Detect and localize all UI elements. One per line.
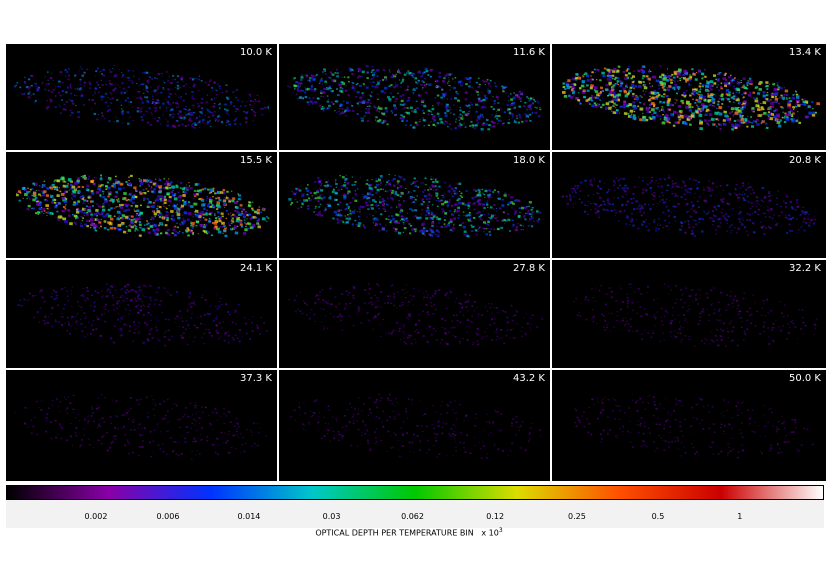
temperature-label: 20.8 K (788, 155, 821, 166)
colorbar-tick-label: 0.5 (651, 512, 665, 521)
colorbar-tick-label: 0.062 (401, 512, 424, 521)
temperature-panel: 20.8 K (552, 152, 826, 258)
temperature-label: 10.0 K (239, 47, 272, 58)
temperature-panel: 43.2 K (279, 370, 550, 481)
galaxy-map (574, 394, 814, 459)
temperature-label: 50.0 K (788, 373, 821, 384)
galaxy-map (561, 65, 821, 131)
temperature-panel: 18.0 K (279, 152, 550, 258)
colorbar-tick-labels: 0.002 0.006 0.014 0.03 0.062 0.12 0.25 0.5 1 (6, 500, 824, 528)
colorbar-tick-label: 0.25 (568, 512, 586, 521)
temperature-panel: 10.0 K (6, 44, 277, 150)
temperature-label: 24.1 K (239, 263, 272, 274)
colorbar-title: OPTICAL DEPTH PER TEMPERATURE BIN x 103 (0, 527, 818, 538)
galaxy-map (288, 283, 544, 346)
galaxy-map (15, 174, 270, 238)
temperature-panel: 13.4 K (552, 44, 826, 150)
colorbar-title-text: OPTICAL DEPTH PER TEMPERATURE BIN (315, 528, 474, 538)
colorbar-exponent: 3 (498, 527, 503, 534)
temperature-panel-grid: 10.0 K 11.6 K 13.4 K 15.5 K 18.0 K 20.8 K 24.1… (6, 44, 826, 481)
temperature-label: 43.2 K (512, 373, 545, 384)
temperature-label: 13.4 K (788, 47, 821, 58)
colorbar-tick-label: 0.014 (237, 512, 261, 521)
colorbar-tick-label: 0.006 (156, 512, 180, 521)
temperature-panel: 50.0 K (552, 370, 826, 481)
temperature-label: 37.3 K (239, 373, 272, 384)
colorbar-tick-label: 0.03 (322, 512, 341, 521)
galaxy-map (13, 64, 270, 129)
temperature-panel: 32.2 K (552, 260, 826, 368)
galaxy-map (573, 283, 818, 348)
temperature-panel: 24.1 K (6, 260, 277, 368)
colorbar-multiplier: x 10 (481, 528, 499, 538)
galaxy-map (290, 393, 542, 460)
galaxy-map (561, 175, 817, 238)
temperature-panel: 37.3 K (6, 370, 277, 481)
temperature-label: 18.0 K (512, 155, 545, 166)
colorbar-tick-label: 0.002 (84, 512, 108, 521)
temperature-label: 15.5 K (239, 155, 272, 166)
galaxy-map (17, 283, 268, 347)
galaxy-map (287, 65, 542, 131)
temperature-label: 11.6 K (512, 47, 545, 58)
colorbar-tick-label: 1 (737, 512, 743, 521)
colorbar-tick-label: 0.12 (486, 512, 505, 521)
temperature-panel: 15.5 K (6, 152, 277, 258)
galaxy-map (288, 173, 542, 238)
temperature-label: 32.2 K (788, 263, 821, 274)
colorbar (6, 485, 824, 500)
galaxy-map (14, 394, 268, 460)
temperature-panel: 11.6 K (279, 44, 550, 150)
temperature-panel: 27.8 K (279, 260, 550, 368)
temperature-label: 27.8 K (512, 263, 545, 274)
